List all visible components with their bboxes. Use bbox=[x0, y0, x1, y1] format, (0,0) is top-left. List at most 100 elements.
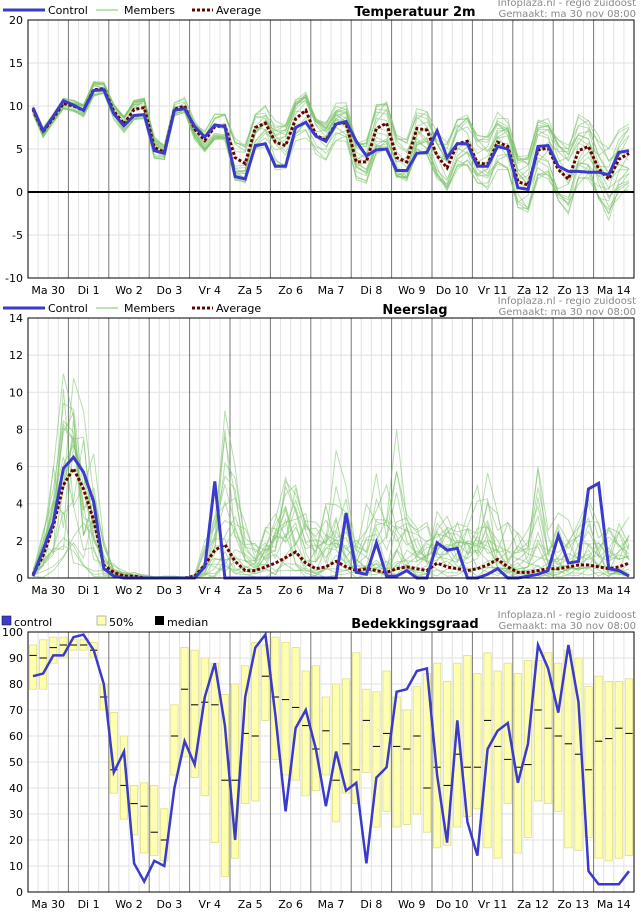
panel3-bar50 bbox=[220, 694, 229, 877]
panel3-source-label: Infoplaza.nl - regio zuidoost bbox=[498, 610, 636, 621]
panel3-legend-bar50-swatch bbox=[96, 615, 107, 626]
panel3-bar50 bbox=[301, 670, 310, 797]
panel3-legend-bar50: 50% bbox=[109, 616, 133, 629]
panel1-x-tick-label: Za 5 bbox=[238, 284, 263, 297]
panel1-y-tick-label: -10 bbox=[5, 272, 23, 285]
panel1-x-tick-label: Di 8 bbox=[360, 284, 382, 297]
panel1-source-label: Infoplaza.nl - regio zuidoost bbox=[498, 0, 636, 9]
panel3-bar50 bbox=[352, 652, 361, 804]
panel3-legend-control-swatch bbox=[1, 615, 12, 626]
panel3-legend-control: control bbox=[14, 616, 52, 629]
panel3-bar50 bbox=[534, 660, 543, 802]
panel3-bar50 bbox=[251, 642, 260, 802]
panel3-bar50 bbox=[503, 662, 512, 805]
panel3-bar50 bbox=[271, 636, 280, 760]
panel3-frame bbox=[27, 631, 635, 893]
panel2-y-tick-label: 4 bbox=[16, 498, 23, 511]
panel2-y-tick-label: 14 bbox=[9, 312, 23, 325]
panel2-x-tick-label: Do 10 bbox=[436, 584, 469, 597]
panel3-bar50 bbox=[190, 649, 199, 779]
panel2-x-tick-label: Ma 14 bbox=[597, 584, 631, 597]
panel2-created-label: Gemaakt: ma 30 nov 08:00 bbox=[499, 307, 636, 318]
panel3-bar50 bbox=[412, 686, 421, 815]
panel2-x-tick-label: Vr 4 bbox=[199, 584, 222, 597]
panel2-x-tick-label: Za 5 bbox=[238, 584, 263, 597]
panel1-x-tick-label: Wo 9 bbox=[398, 284, 425, 297]
panel2-x-tick-label: Wo 2 bbox=[115, 584, 142, 597]
panel1-control-line bbox=[31, 88, 630, 192]
panel3-x-tick-label: Wo 2 bbox=[115, 898, 142, 911]
panel1-x-tick-label: Zo 6 bbox=[278, 284, 303, 297]
panel3-bar50 bbox=[433, 662, 442, 849]
panel2-y-tick-label: 2 bbox=[16, 535, 23, 548]
panel3-bar50 bbox=[281, 642, 290, 776]
panel3-bar50 bbox=[170, 704, 179, 776]
panel1-legend-members: Members bbox=[124, 4, 175, 17]
panel3-bar50 bbox=[200, 657, 209, 797]
panel1-x-tick-label: Di 1 bbox=[78, 284, 100, 297]
panel3-bar50 bbox=[584, 686, 593, 838]
panel3-y-tick-label: 70 bbox=[9, 704, 23, 717]
panel1-x-tick-label: Wo 2 bbox=[115, 284, 142, 297]
panel3-x-tick-label: Ma 7 bbox=[318, 898, 345, 911]
panel3-bar50 bbox=[594, 675, 603, 859]
panel2-frame bbox=[27, 317, 635, 579]
panel3-y-tick-label: 30 bbox=[9, 808, 23, 821]
panel3-y-tick-label: 50 bbox=[9, 756, 23, 769]
panel3-bar50 bbox=[29, 644, 38, 690]
panel3-created-label: Gemaakt: ma 30 nov 08:00 bbox=[499, 621, 636, 632]
panel3-control-line bbox=[32, 631, 630, 886]
panel3-title: Bedekkingsgraad bbox=[351, 617, 478, 632]
panel2-legend-members: Members bbox=[124, 302, 175, 315]
panel3-x-tick-label: Za 5 bbox=[238, 898, 263, 911]
panel3-bar50 bbox=[523, 660, 532, 838]
panel1-title: Temperatuur 2m bbox=[354, 5, 475, 20]
panel1-created-label: Gemaakt: ma 30 nov 08:00 bbox=[499, 9, 636, 20]
panel3-bar50 bbox=[150, 785, 159, 857]
panel1-member-line bbox=[32, 84, 630, 222]
panel3-x-tick-label: Do 10 bbox=[436, 898, 469, 911]
panel3-bar50 bbox=[614, 681, 623, 859]
panel1-x-tick-label: Ma 30 bbox=[31, 284, 65, 297]
panel3-bar50 bbox=[180, 647, 189, 758]
panel1-x-tick-label: Za 12 bbox=[517, 284, 549, 297]
panel1-legend-average: Average bbox=[216, 4, 261, 17]
panel2-x-tick-label: Wo 9 bbox=[398, 584, 425, 597]
panel3-bar50 bbox=[291, 647, 300, 781]
panel1-frame bbox=[27, 19, 635, 279]
panel3-bar50 bbox=[493, 670, 502, 859]
panel2-y-tick-label: 6 bbox=[16, 461, 23, 474]
panel1-x-tick-label: Do 10 bbox=[436, 284, 469, 297]
panel3-x-tick-label: Za 12 bbox=[517, 898, 549, 911]
panel3-y-tick-label: 10 bbox=[9, 860, 23, 873]
panel1-y-tick-label: 5 bbox=[16, 143, 23, 156]
panel3-bar50 bbox=[564, 649, 573, 849]
panel1-y-tick-label: 15 bbox=[9, 57, 23, 70]
panel1-y-tick-label: 20 bbox=[9, 14, 23, 27]
panel3-y-tick-label: 90 bbox=[9, 652, 23, 665]
panel2-x-tick-label: Vr 11 bbox=[478, 584, 508, 597]
panel3-x-tick-label: Di 1 bbox=[78, 898, 100, 911]
panel3-bar50 bbox=[311, 665, 320, 791]
panel2-average-line bbox=[31, 465, 630, 580]
panel3-bar50 bbox=[210, 662, 219, 844]
panel1-x-tick-label: Vr 11 bbox=[478, 284, 508, 297]
panel3-x-tick-label: Di 8 bbox=[360, 898, 382, 911]
panel3-x-tick-label: Vr 11 bbox=[478, 898, 508, 911]
panel2-y-tick-label: 10 bbox=[9, 386, 23, 399]
panel3-legend-median: median bbox=[167, 616, 208, 629]
panel2-source-label: Infoplaza.nl - regio zuidoost bbox=[498, 296, 636, 307]
panel3-bar50 bbox=[554, 662, 563, 812]
panel1-x-tick-label: Ma 7 bbox=[318, 284, 345, 297]
panel3-bar50 bbox=[372, 691, 381, 828]
panel3-bar50 bbox=[231, 683, 240, 859]
panel3-bar50 bbox=[39, 639, 48, 690]
panel1-y-tick-label: 0 bbox=[16, 186, 23, 199]
panel3-x-tick-label: Zo 6 bbox=[278, 898, 303, 911]
panel2-title: Neerslag bbox=[382, 303, 447, 318]
panel2-x-tick-label: Di 8 bbox=[360, 584, 382, 597]
panel2-x-tick-label: Za 12 bbox=[517, 584, 549, 597]
panel2-x-tick-label: Di 1 bbox=[78, 584, 100, 597]
panel3-bar50 bbox=[49, 636, 58, 664]
panel1-member-line bbox=[32, 82, 630, 205]
